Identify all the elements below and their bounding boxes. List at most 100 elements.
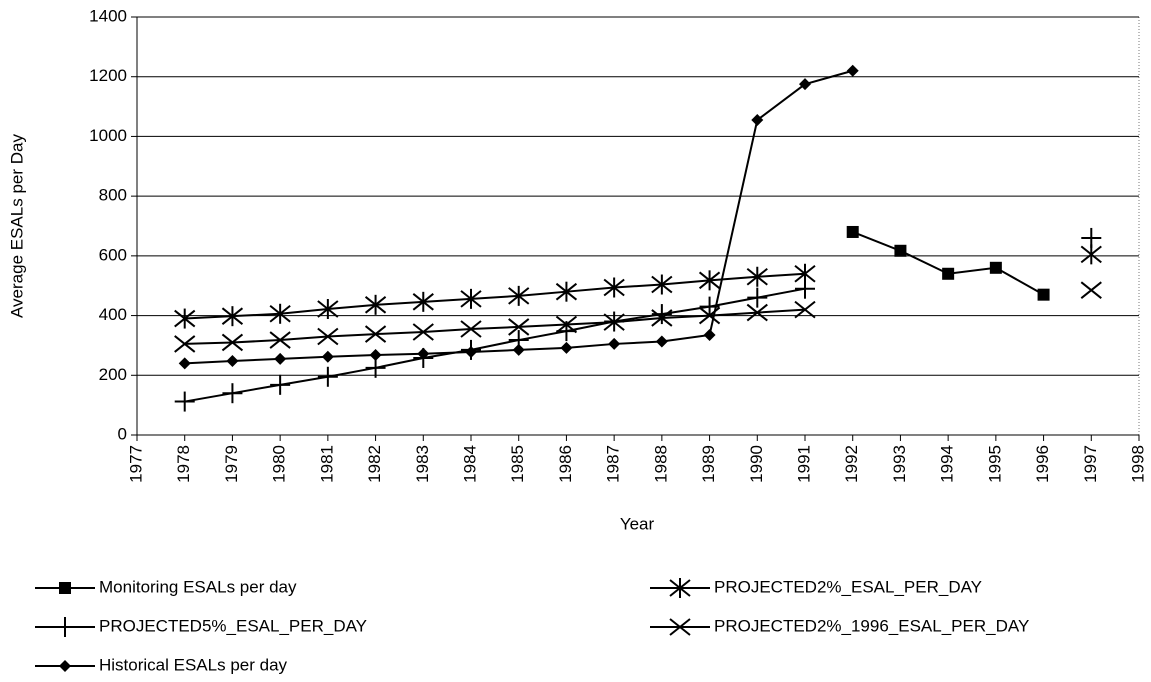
marker <box>59 660 71 672</box>
marker-shape <box>669 579 691 597</box>
marker <box>603 313 625 331</box>
marker <box>226 354 239 367</box>
x-tick-label: 1979 <box>222 445 241 483</box>
x-tick-label: 1997 <box>1081 445 1100 483</box>
marker-shape <box>317 327 339 346</box>
y-tick-label: 1400 <box>89 6 127 25</box>
marker <box>365 357 386 378</box>
marker-shape <box>274 352 287 365</box>
marker-shape <box>460 290 482 308</box>
x-tick-label: 1982 <box>365 445 384 483</box>
marker-shape <box>317 300 339 318</box>
x-tick-label: 1987 <box>604 445 623 483</box>
marker-shape <box>59 582 71 594</box>
marker-shape <box>508 318 530 336</box>
marker-shape <box>321 350 334 363</box>
marker <box>174 391 195 412</box>
x-tick-label: 1991 <box>794 445 813 483</box>
marker <box>274 352 287 365</box>
x-axis-label: Year <box>620 514 655 533</box>
x-tick-label: 1988 <box>651 445 670 483</box>
series-line <box>852 231 1045 296</box>
marker <box>508 285 530 306</box>
marker-shape <box>555 282 578 301</box>
x-tick-label: 1985 <box>508 445 527 483</box>
marker <box>460 288 482 309</box>
marker <box>269 303 291 324</box>
marker <box>178 357 191 370</box>
marker <box>59 582 71 594</box>
marker-shape <box>178 357 191 370</box>
marker <box>655 335 668 348</box>
marker <box>317 299 339 320</box>
marker-shape <box>669 618 691 636</box>
marker <box>221 306 244 327</box>
marker-shape <box>560 341 573 354</box>
marker-shape <box>412 293 434 311</box>
marker <box>799 78 811 91</box>
marker <box>555 315 578 334</box>
marker-shape <box>603 278 625 297</box>
marker-shape <box>746 267 768 286</box>
marker-shape <box>603 313 625 331</box>
x-tick-label: 1980 <box>270 445 289 483</box>
marker-shape <box>555 315 578 334</box>
marker <box>174 308 196 329</box>
marker <box>270 374 291 395</box>
marker <box>1081 227 1102 248</box>
marker-shape <box>221 307 244 325</box>
marker <box>703 328 716 341</box>
x-tick-label: 1981 <box>317 445 336 483</box>
marker <box>603 277 625 298</box>
marker <box>222 383 243 404</box>
marker <box>698 306 721 325</box>
marker <box>651 304 672 325</box>
marker-shape <box>174 335 196 353</box>
marker-shape <box>698 306 721 325</box>
marker-shape <box>655 335 668 348</box>
marker <box>746 266 768 287</box>
marker <box>698 270 721 291</box>
x-tick-label: 1989 <box>699 445 718 483</box>
marker-shape <box>1037 288 1050 301</box>
y-tick-label: 600 <box>99 245 127 264</box>
x-tick-label: 1993 <box>890 445 909 483</box>
marker <box>317 327 339 346</box>
marker <box>174 335 196 353</box>
marker-shape <box>269 304 291 323</box>
marker <box>512 343 525 356</box>
y-tick-label: 1200 <box>89 66 127 85</box>
marker <box>412 291 434 312</box>
marker <box>846 225 859 238</box>
marker <box>751 114 764 127</box>
marker-shape <box>1080 245 1102 264</box>
legend-label: Historical ESALs per day <box>99 655 288 674</box>
legend-label: PROJECTED2%_ESAL_PER_DAY <box>714 577 982 596</box>
marker-shape <box>846 225 859 238</box>
legend-label: PROJECTED2%_1996_ESAL_PER_DAY <box>714 616 1029 635</box>
marker-shape <box>460 320 482 338</box>
marker <box>746 303 768 322</box>
marker-shape <box>746 303 768 322</box>
marker-shape <box>364 296 387 314</box>
marker <box>364 294 387 315</box>
marker <box>317 366 338 387</box>
x-tick-label: 1990 <box>747 445 766 483</box>
marker <box>894 244 907 257</box>
y-axis-label: Average ESALs per Day <box>7 134 26 318</box>
marker <box>651 309 673 327</box>
marker <box>508 318 530 336</box>
marker <box>846 64 859 77</box>
x-tick-label: 1984 <box>460 445 479 483</box>
marker-shape <box>989 261 1002 274</box>
marker <box>669 578 691 598</box>
marker <box>364 325 387 343</box>
marker-shape <box>59 660 71 672</box>
marker <box>555 281 578 302</box>
marker <box>221 333 244 352</box>
marker-shape <box>364 325 387 343</box>
marker-shape <box>794 300 816 319</box>
marker <box>560 341 573 354</box>
marker-shape <box>226 354 239 367</box>
x-tick-label: 1996 <box>1033 445 1052 483</box>
